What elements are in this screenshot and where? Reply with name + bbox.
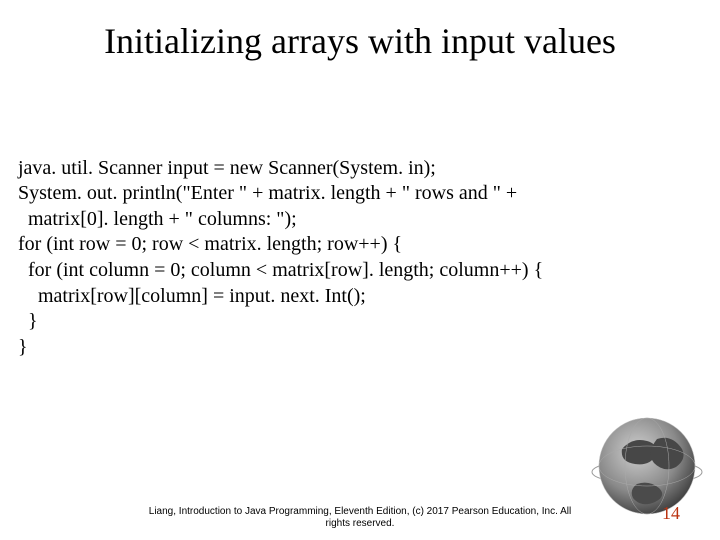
code-line: }: [18, 310, 38, 332]
code-line: }: [18, 336, 28, 358]
footer-text: Liang, Introduction to Java Programming,…: [0, 506, 720, 530]
footer-line: Liang, Introduction to Java Programming,…: [149, 506, 571, 517]
slide: Initializing arrays with input values ja…: [0, 0, 720, 540]
footer-line: rights reserved.: [326, 518, 395, 529]
code-line: System. out. println("Enter " + matrix. …: [18, 182, 517, 204]
code-line: java. util. Scanner input = new Scanner(…: [18, 157, 436, 179]
slide-title: Initializing arrays with input values: [0, 20, 720, 62]
code-line: for (int column = 0; column < matrix[row…: [18, 259, 543, 281]
code-block: java. util. Scanner input = new Scanner(…: [18, 130, 543, 360]
code-line: matrix[0]. length + " columns: ");: [18, 208, 297, 230]
page-number: 14: [662, 503, 680, 524]
code-line: matrix[row][column] = input. next. Int()…: [18, 285, 366, 307]
code-line: for (int row = 0; row < matrix. length; …: [18, 233, 402, 255]
